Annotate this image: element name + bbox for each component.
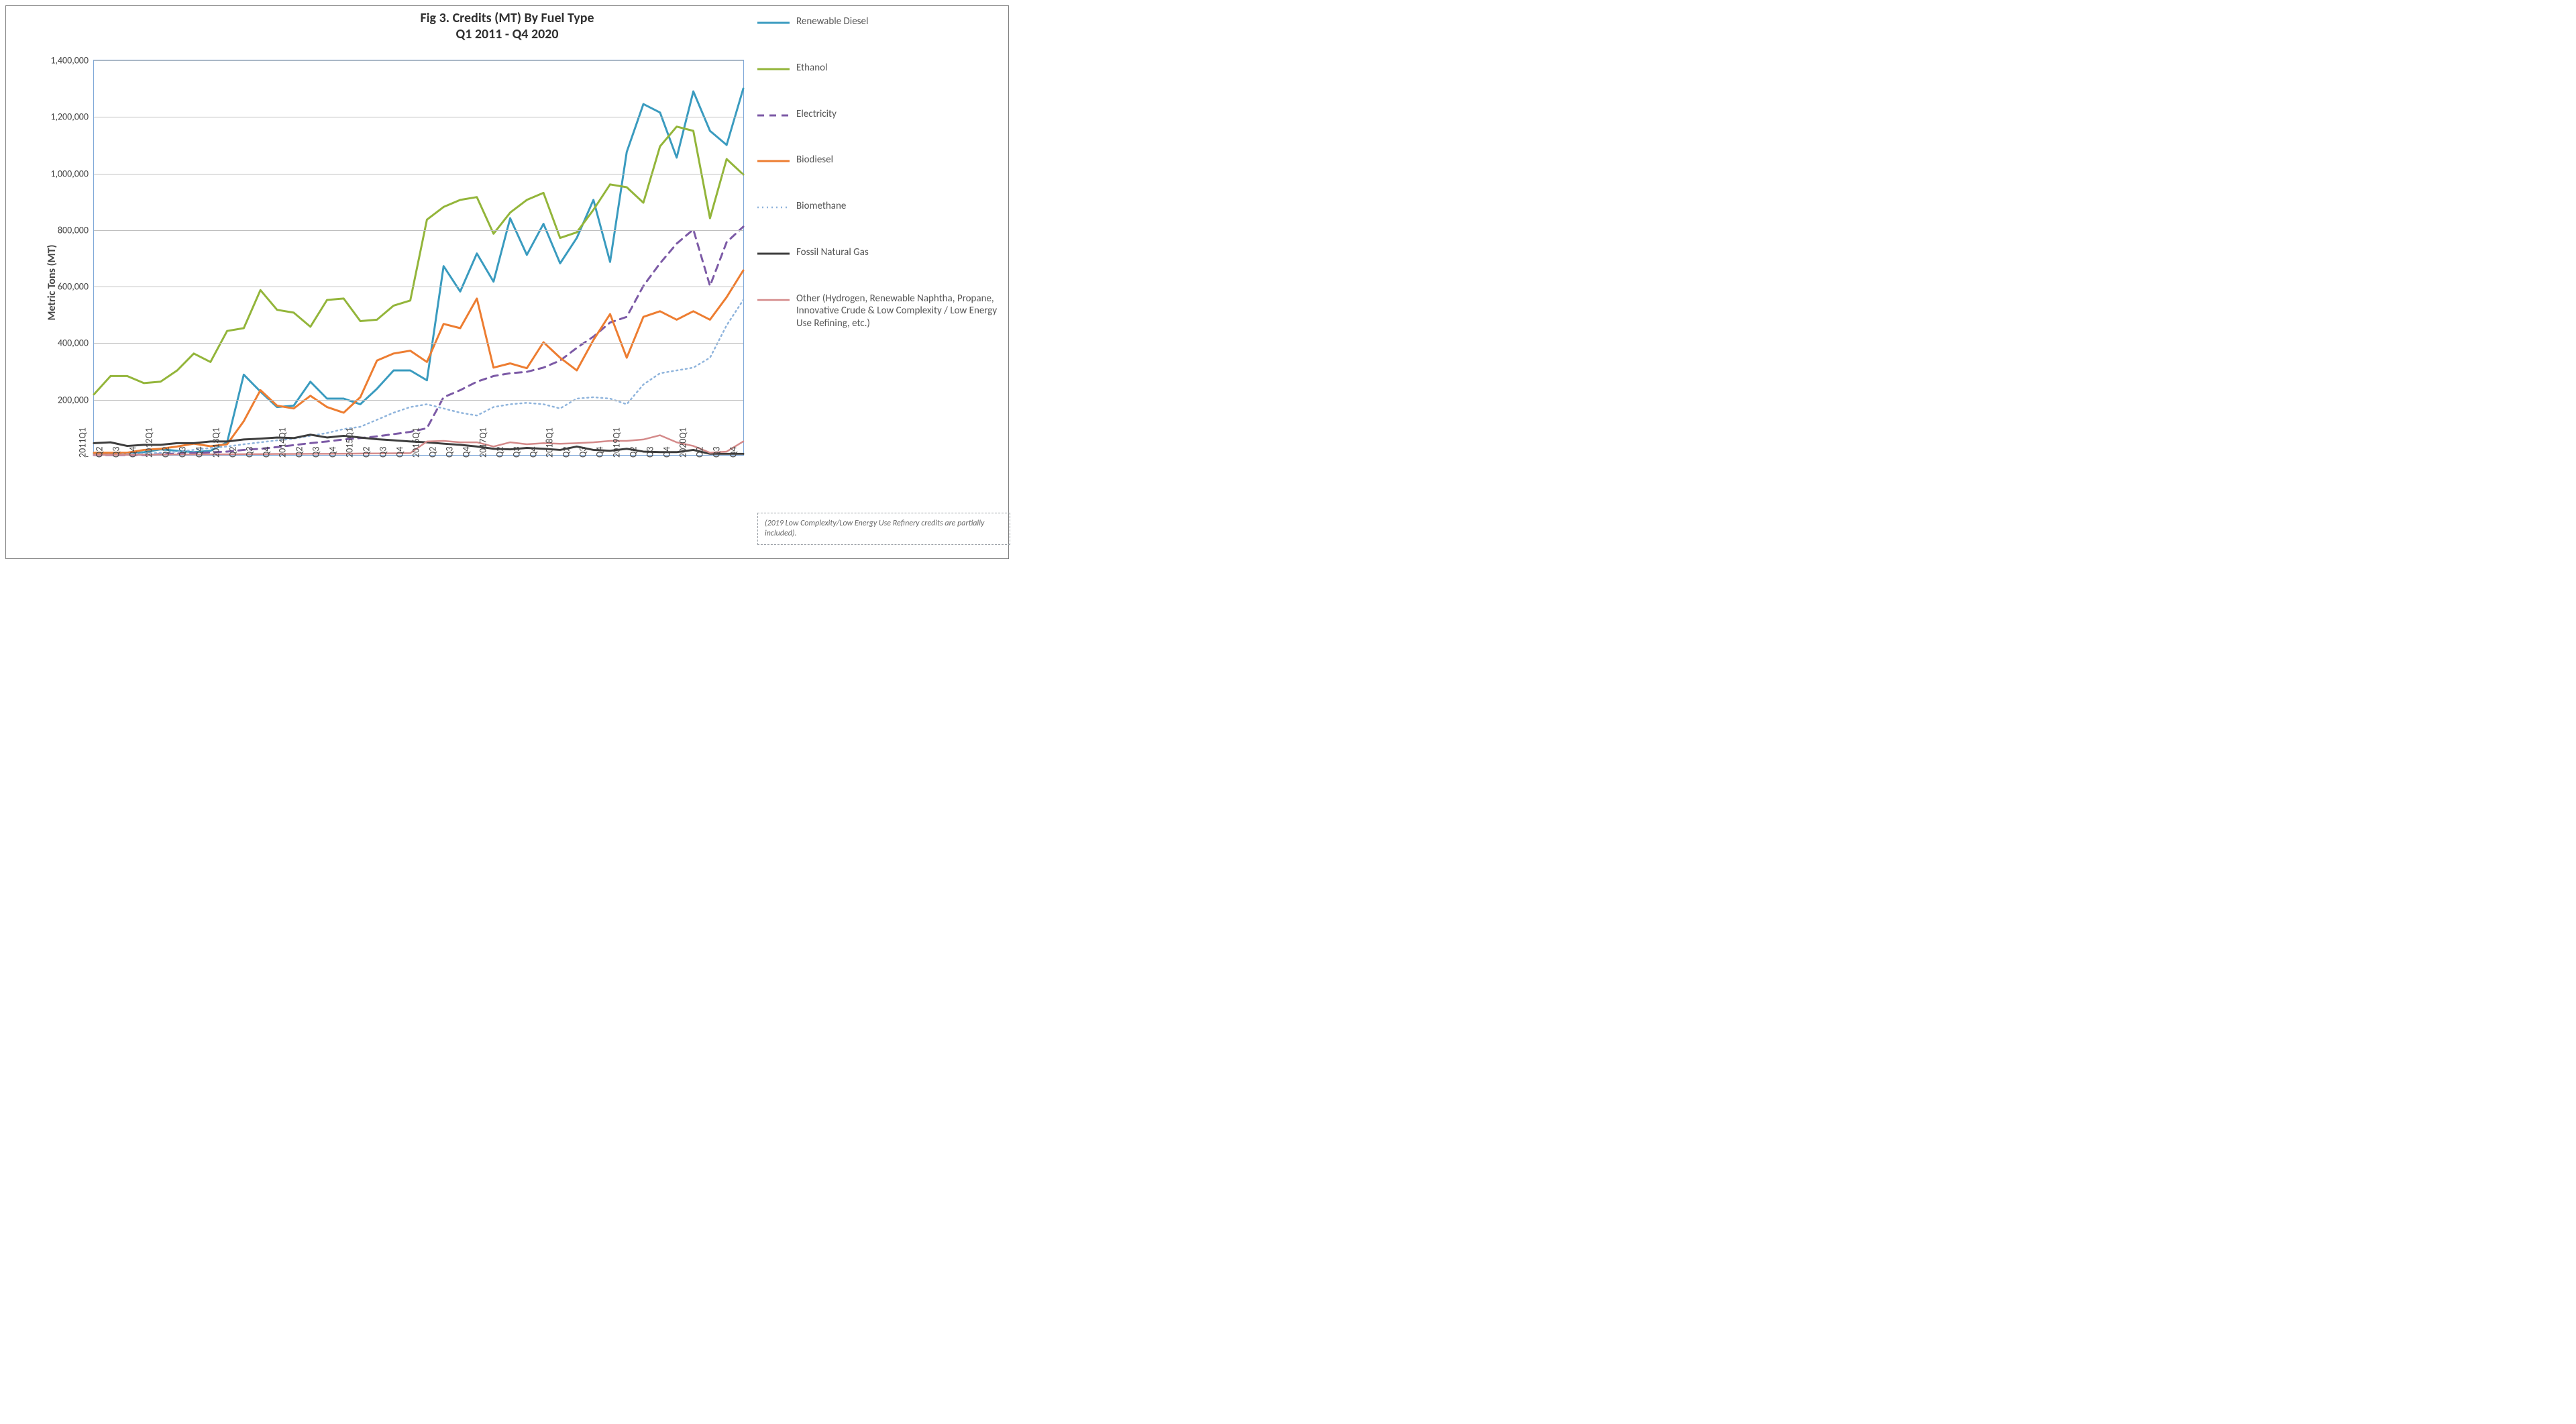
x-tick-label: Q3 (444, 446, 455, 458)
x-tick-label: 2018Q1 (544, 427, 555, 458)
x-tick-label: Q4 (594, 446, 606, 458)
y-tick-label: 1,400,000 (50, 55, 89, 66)
x-tick-label: Q3 (110, 446, 121, 458)
y-tick-label: 600,000 (58, 281, 89, 293)
legend-item: Fossil Natural Gas (757, 246, 999, 259)
footnote-box: (2019 Low Complexity/Low Energy Use Refi… (757, 513, 1010, 545)
x-tick-label: 2011Q1 (77, 427, 89, 458)
x-tick-label: Q2 (227, 446, 238, 458)
x-tick-label: Q4 (661, 446, 672, 458)
gridline (94, 60, 743, 61)
series-line (94, 270, 743, 453)
x-tick-label: 2016Q1 (411, 427, 422, 458)
legend-swatch (757, 111, 790, 120)
series-line (94, 127, 743, 395)
x-tick-label: 2019Q1 (610, 427, 622, 458)
chart-container: Fig 3. Credits (MT) By Fuel Type Q1 2011… (5, 5, 1009, 559)
x-tick-label: Q2 (294, 446, 305, 458)
x-tick-label: Q2 (360, 446, 372, 458)
x-tick-label: Q2 (627, 446, 639, 458)
y-tick-label: 1,000,000 (50, 168, 89, 179)
legend-swatch (757, 249, 790, 258)
x-tick-label: 2012Q1 (144, 427, 155, 458)
y-axis-label: Metric Tons (MT) (46, 244, 58, 320)
gridline (94, 343, 743, 344)
legend-label: Electricity (796, 108, 837, 121)
legend-item: Biomethane (757, 200, 999, 213)
x-tick-label: Q4 (127, 446, 138, 458)
x-tick-label: Q4 (527, 446, 539, 458)
x-tick-label: 2015Q1 (343, 427, 355, 458)
legend: Renewable Diesel Ethanol Electricity Biodie… (757, 15, 999, 364)
legend-swatch (757, 203, 790, 212)
x-tick-label: Q3 (377, 446, 388, 458)
x-tick-label: Q3 (311, 446, 322, 458)
legend-swatch (757, 295, 790, 305)
footnote-text: (2019 Low Complexity/Low Energy Use Refi… (765, 519, 984, 538)
x-tick-label: Q3 (644, 446, 655, 458)
x-tick-label: Q4 (194, 446, 205, 458)
legend-label: Biomethane (796, 200, 846, 213)
x-tick-label: 2020Q1 (678, 427, 689, 458)
legend-item: Electricity (757, 108, 999, 121)
gridline (94, 400, 743, 401)
x-tick-label: Q4 (728, 446, 739, 458)
legend-swatch (757, 64, 790, 74)
x-tick-label: 2013Q1 (210, 427, 221, 458)
legend-label: Fossil Natural Gas (796, 246, 869, 259)
x-tick-label: Q3 (177, 446, 189, 458)
y-tick-label: 1,200,000 (50, 111, 89, 123)
x-tick-label: Q3 (711, 446, 722, 458)
y-tick-label: 800,000 (58, 224, 89, 236)
legend-swatch (757, 156, 790, 166)
x-tick-label: Q2 (427, 446, 439, 458)
legend-label: Other (Hydrogen, Renewable Naphtha, Prop… (796, 293, 998, 330)
x-tick-label: Q2 (561, 446, 572, 458)
x-tick-label: Q2 (160, 446, 172, 458)
legend-label: Renewable Diesel (796, 15, 868, 28)
x-tick-label: Q4 (394, 446, 405, 458)
series-line (94, 89, 743, 454)
y-tick-label: 200,000 (58, 394, 89, 405)
line-series-svg (94, 60, 743, 455)
legend-label: Ethanol (796, 62, 827, 74)
legend-item: Renewable Diesel (757, 15, 999, 28)
legend-item: Ethanol (757, 62, 999, 74)
plot-area: -200,000400,000600,000800,0001,000,0001,… (93, 60, 744, 456)
x-tick-label: Q2 (694, 446, 706, 458)
x-tick-label: Q2 (93, 446, 105, 458)
x-tick-label: Q3 (511, 446, 522, 458)
legend-label: Biodiesel (796, 154, 833, 166)
x-tick-label: Q4 (260, 446, 272, 458)
x-tick-label: Q2 (494, 446, 505, 458)
y-tick-label: 400,000 (58, 338, 89, 349)
legend-item: Other (Hydrogen, Renewable Naphtha, Prop… (757, 293, 999, 330)
legend-item: Biodiesel (757, 154, 999, 166)
x-tick-label: Q3 (578, 446, 589, 458)
x-tick-label: Q3 (244, 446, 255, 458)
x-tick-label: 2014Q1 (277, 427, 288, 458)
gridline (94, 230, 743, 231)
legend-swatch (757, 18, 790, 28)
x-tick-label: Q4 (461, 446, 472, 458)
x-tick-label: 2017Q1 (477, 427, 488, 458)
x-tick-label: Q4 (327, 446, 339, 458)
